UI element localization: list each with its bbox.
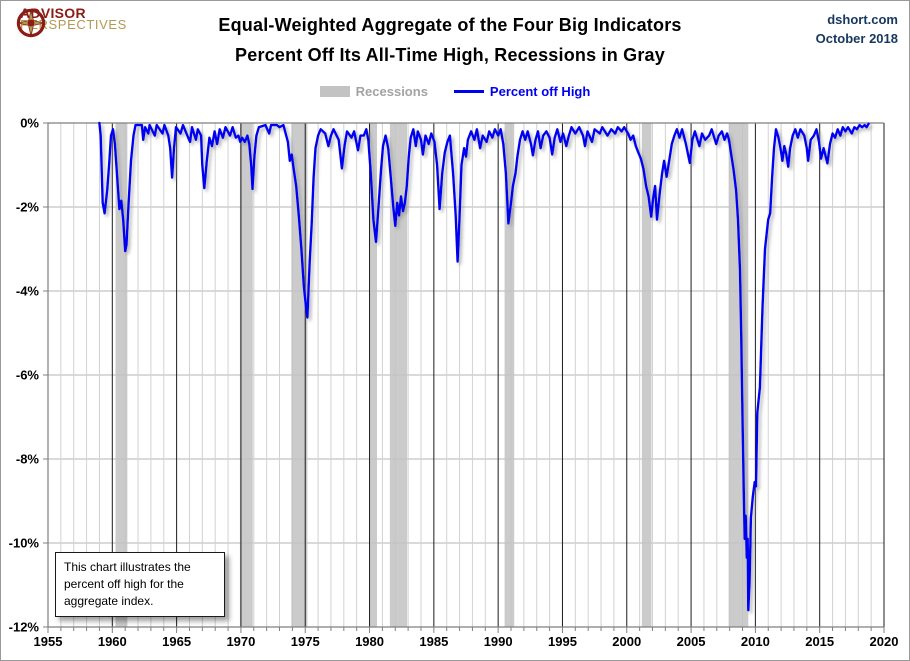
legend-item-percent-off-high: Percent off High [453,84,591,99]
y-tick-label: -12% [9,620,40,635]
compass-icon [16,8,46,38]
chart-title-line1: Equal-Weighted Aggregate of the Four Big… [218,15,682,35]
recession-band [291,123,308,627]
x-tick-label: 1985 [419,634,448,649]
y-tick-label: 0% [20,116,39,131]
recession-band [504,123,515,627]
recession-band [239,123,253,627]
recession-band [369,123,377,627]
x-tick-label: 1995 [548,634,577,649]
y-tick-label: -6% [16,368,40,383]
x-tick-label: 2010 [741,634,770,649]
x-tick-label: 1965 [162,634,191,649]
legend-item-recessions: Recessions [319,84,428,99]
y-tick-label: -4% [16,284,40,299]
source-block: dshort.com October 2018 [816,10,898,48]
annotation-line: percent off high for the [64,577,184,591]
recession-band [389,123,408,627]
x-tick-label: 1975 [291,634,320,649]
x-tick-label: 1960 [98,634,127,649]
x-tick-label: 2020 [870,634,899,649]
recession-band [728,123,749,627]
annotation-line: aggregate index. [64,594,154,608]
y-tick-label: -2% [16,200,40,215]
recession-band [115,123,128,627]
chart-title-line2: Percent Off Its All-Time High, Recession… [235,45,665,65]
series-line-swatch-icon [453,90,484,93]
annotation-box: This chart illustrates the percent off h… [55,552,225,617]
x-tick-label: 2000 [612,634,641,649]
x-tick-label: 2015 [805,634,834,649]
percent-off-high-line [98,121,870,612]
recessions-swatch-icon [319,86,350,97]
chart-legend: Recessions Percent off High [0,84,910,99]
legend-series-label: Percent off High [489,84,591,99]
legend-recessions-label: Recessions [355,84,428,99]
x-tick-label: 1970 [226,634,255,649]
x-tick-label: 1980 [355,634,384,649]
source-date: October 2018 [815,31,898,46]
x-tick-label: 1990 [484,634,513,649]
x-tick-label: 1955 [34,634,63,649]
chart-title: Equal-Weighted Aggregate of the Four Big… [120,10,780,70]
logo-perspectives-text: PERSPECTIVES [20,17,127,32]
recession-band [641,123,652,627]
source-site: dshort.com [827,12,898,27]
x-tick-label: 2005 [677,634,706,649]
y-tick-label: -10% [9,536,40,551]
y-tick-label: -8% [16,452,40,467]
annotation-line: This chart illustrates the [64,560,191,574]
logo-advisor-text: ADVISOR [20,5,86,21]
advisor-perspectives-logo: ADVISOR PERSPECTIVES [16,5,127,38]
